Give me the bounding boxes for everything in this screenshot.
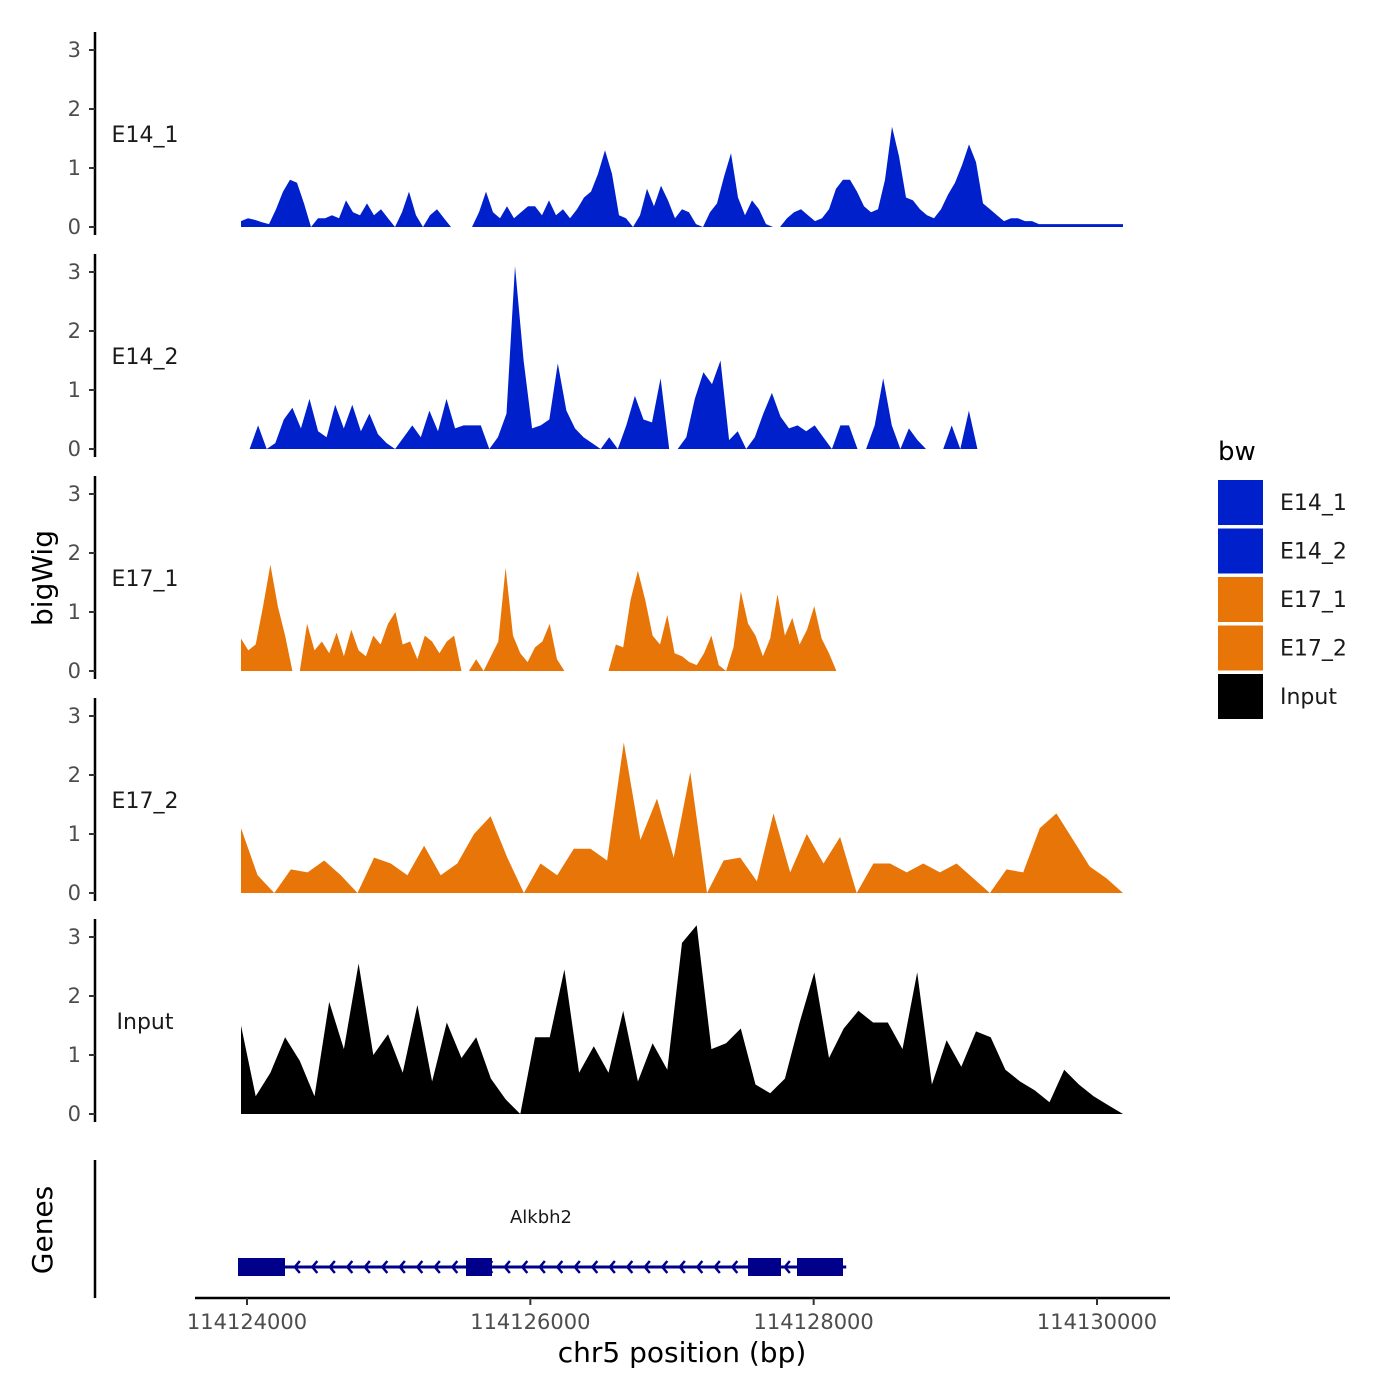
strand-chevron (573, 1260, 581, 1274)
y-tick-label: 3 (68, 38, 81, 62)
legend-swatch-E17_2 (1218, 625, 1263, 671)
strand-chevron (713, 1260, 721, 1274)
legend-swatch-E17_1 (1218, 577, 1263, 622)
strand-chevron (608, 1260, 616, 1274)
legend-label-E17_2: E17_2 (1280, 637, 1347, 662)
strand-chevron (538, 1260, 546, 1274)
strand-chevron (695, 1260, 704, 1274)
gene-label: Alkbh2 (510, 1207, 572, 1228)
strand-chevron (310, 1260, 319, 1274)
strand-chevron (293, 1260, 301, 1274)
track-label: Input (117, 1010, 174, 1035)
legend-label-E14_2: E14_2 (1280, 540, 1347, 565)
genes-panel: Alkbh2 (93, 1160, 847, 1298)
strand-chevron (730, 1260, 739, 1274)
track-panel-E14_2: 0 1 2 3 E14_2 (68, 254, 1123, 461)
track-label: E14_1 (112, 123, 179, 148)
y-tick-label: 0 (68, 659, 81, 683)
y-tick-label: 2 (68, 763, 81, 787)
x-axis: 114124000 114126000 114128000 114130000 (187, 1296, 1170, 1334)
strand-chevron (450, 1260, 459, 1274)
track-panel-Input: 0 1 2 3 Input (68, 919, 1123, 1126)
strand-chevron (433, 1260, 441, 1274)
strand-chevron (678, 1260, 686, 1274)
strand-chevron (783, 1260, 791, 1274)
x-tick-label: 114126000 (470, 1310, 590, 1334)
y-tick-label: 1 (68, 600, 81, 624)
x-tick-label: 114124000 (187, 1310, 307, 1334)
legend-title: bw (1218, 437, 1256, 467)
coverage-panels: 0 1 2 3 E14_1 0 1 2 3 E14_2 0 1 2 3 E17_1 0 1 2 3 E17_2 0 1 2 3… (68, 32, 1123, 1126)
legend-label-E17_1: E17_1 (1280, 588, 1347, 613)
y-axis-title: bigWig (26, 530, 59, 626)
legend: bw E14_1 E14_2 E17_1 E17_2 Input (1218, 437, 1347, 719)
legend-swatch-E14_1 (1218, 480, 1263, 525)
y-tick-label: 1 (68, 156, 81, 180)
y-tick-label: 3 (68, 704, 81, 728)
strand-chevron (555, 1260, 564, 1274)
y-tick-label: 2 (68, 541, 81, 565)
y-tick-label: 1 (68, 378, 81, 402)
strand-chevron (380, 1260, 389, 1274)
exon (797, 1258, 843, 1276)
y-tick-label: 3 (68, 482, 81, 506)
y-tick-label: 2 (68, 97, 81, 121)
track-label: E14_2 (112, 345, 179, 370)
legend-label-Input: Input (1280, 685, 1337, 710)
x-axis-title: chr5 position (bp) (558, 1336, 807, 1369)
strand-chevron (660, 1260, 669, 1274)
track-panel-E14_1: 0 1 2 3 E14_1 (68, 32, 1123, 239)
x-tick-label: 114130000 (1037, 1310, 1157, 1334)
strand-chevron (625, 1260, 634, 1274)
track-label: E17_1 (112, 567, 179, 592)
coverage-area-E14_2 (241, 266, 1123, 449)
genes-axis-title: Genes (26, 1186, 59, 1274)
track-panel-E17_2: 0 1 2 3 E17_2 (68, 698, 1123, 905)
y-tick-label: 1 (68, 822, 81, 846)
strand-chevron (398, 1260, 406, 1274)
y-tick-label: 0 (68, 881, 81, 905)
strand-chevron (590, 1260, 599, 1274)
strand-chevron (520, 1260, 529, 1274)
coverage-area-E17_1 (241, 564, 1123, 671)
strand-chevron (643, 1260, 651, 1274)
coverage-area-E14_1 (241, 126, 1123, 227)
y-tick-label: 0 (68, 437, 81, 461)
gene-Alkbh2: Alkbh2 (238, 1207, 847, 1276)
y-tick-label: 0 (68, 215, 81, 239)
y-tick-label: 2 (68, 319, 81, 343)
track-panel-E17_1: 0 1 2 3 E17_1 (68, 476, 1123, 683)
strand-chevron (363, 1260, 371, 1274)
x-tick-label: 114128000 (754, 1310, 874, 1334)
exon (238, 1258, 285, 1276)
strand-chevron (415, 1260, 424, 1274)
legend-swatch-E14_2 (1218, 528, 1263, 574)
y-tick-label: 3 (68, 260, 81, 284)
strand-chevron (503, 1260, 511, 1274)
exon (748, 1258, 781, 1276)
coverage-area-E17_2 (241, 742, 1123, 893)
y-tick-label: 0 (68, 1102, 81, 1126)
track-label: E17_2 (112, 789, 179, 814)
legend-swatch-Input (1218, 674, 1263, 719)
exon (466, 1258, 492, 1276)
legend-label-E14_1: E14_1 (1280, 491, 1347, 516)
strand-chevron (328, 1260, 336, 1274)
coverage-area-Input (241, 925, 1123, 1114)
y-tick-label: 3 (68, 925, 81, 949)
y-tick-label: 2 (68, 984, 81, 1008)
strand-chevron (345, 1260, 354, 1274)
y-tick-label: 1 (68, 1043, 81, 1067)
